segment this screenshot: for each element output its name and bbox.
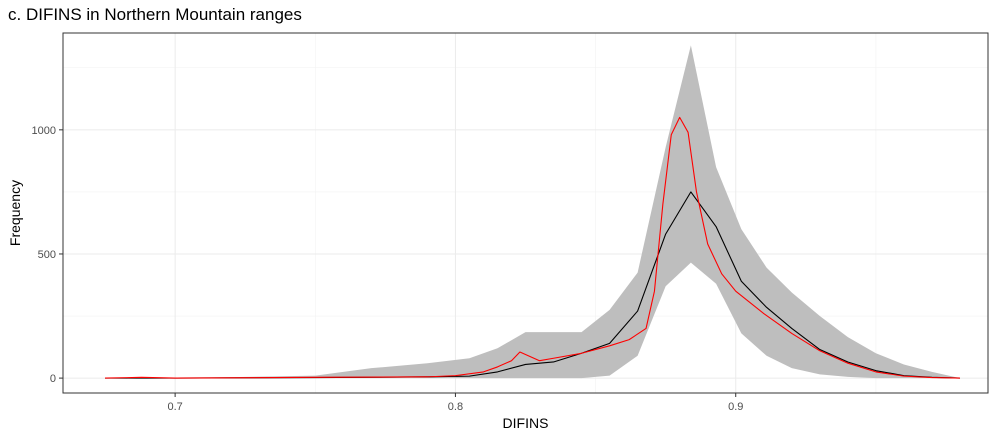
x-tick-label: 0.9 [728, 401, 743, 413]
chart-title: c. DIFINS in Northern Mountain ranges [8, 5, 302, 24]
y-tick-label: 1000 [32, 125, 56, 137]
plot-border [62, 32, 989, 394]
y-axis-title: Frequency [7, 180, 23, 246]
confidence-ribbon [105, 45, 960, 379]
x-axis-title: DIFINS [503, 415, 549, 431]
y-tick-label: 500 [38, 249, 56, 261]
x-tick-label: 0.7 [167, 401, 182, 413]
black-series-line [105, 191, 960, 379]
chart-marks [105, 45, 960, 379]
y-tick-label: 0 [50, 373, 56, 385]
x-tick-label: 0.8 [448, 401, 463, 413]
axes: 0.7 0.8 0.9 0 500 1000 [32, 125, 744, 413]
red-series-line [105, 116, 960, 379]
